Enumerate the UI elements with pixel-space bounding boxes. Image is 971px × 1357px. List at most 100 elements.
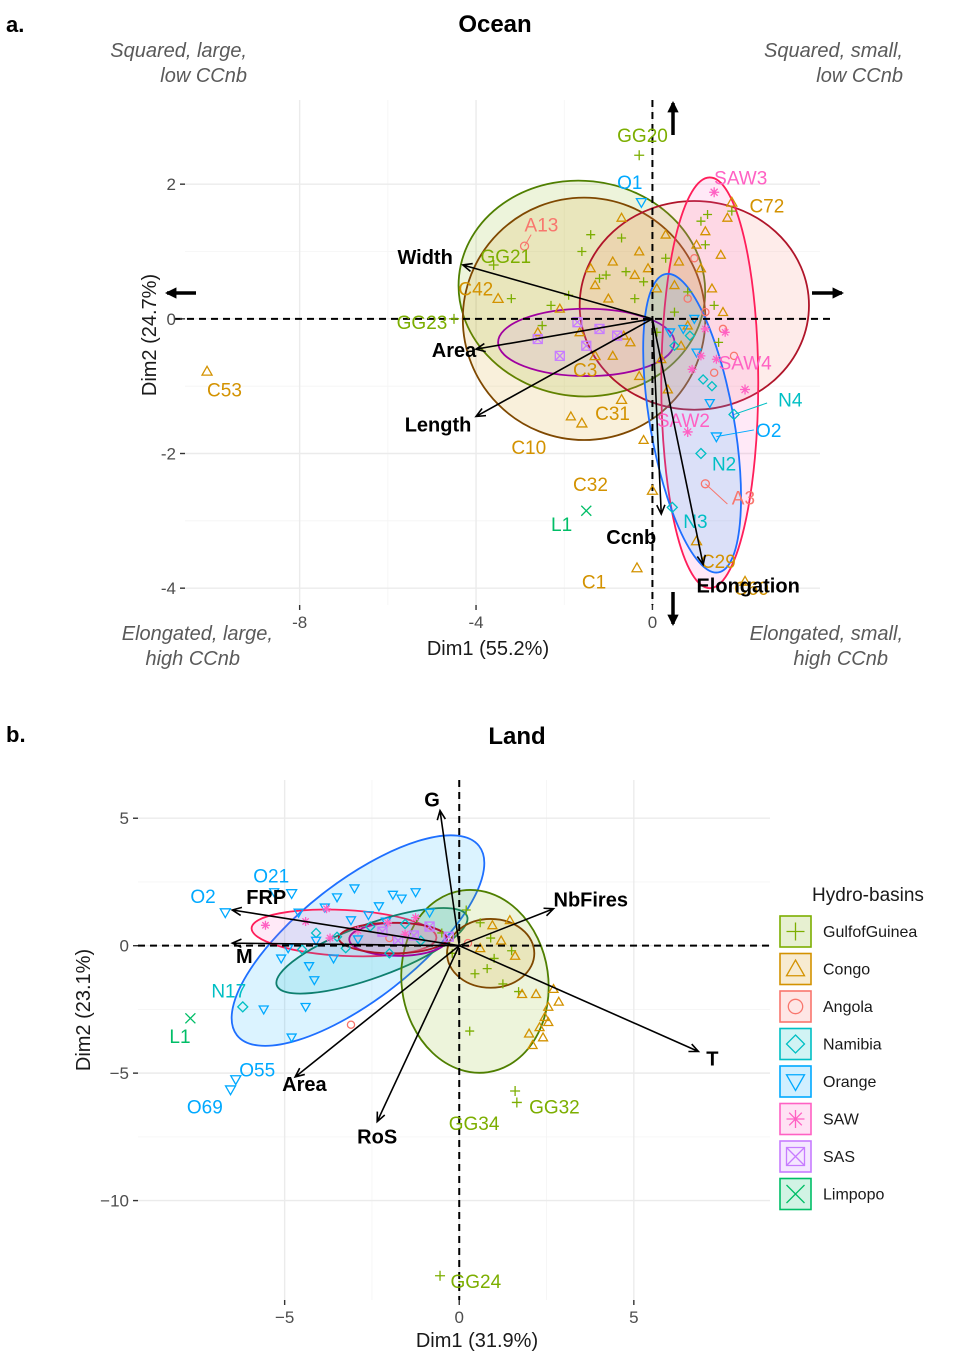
- corner-label-top-right-2: low CCnb: [816, 65, 903, 87]
- ellipse-Congo: [446, 918, 536, 989]
- point-Orange: [704, 398, 716, 409]
- point-Orange: [664, 328, 676, 339]
- x-tick-label: -8: [292, 613, 307, 632]
- label-N2: N2: [712, 455, 736, 476]
- legend-label-Angola: Angola: [823, 999, 873, 1016]
- point-Orange: [362, 911, 375, 921]
- leader-A3: [705, 483, 728, 505]
- point-Congo: [565, 410, 577, 421]
- axis-ticks: -8 -4 0 -4 -2 0 2: [161, 175, 657, 632]
- point-Congo: [660, 228, 672, 239]
- point-C10: [575, 416, 588, 428]
- point-Congo: [717, 306, 729, 317]
- point-labels: O21 O2 N17 L1 O55 O69 GG34 GG32 GG24: [169, 867, 579, 1293]
- point-Angola: [683, 294, 692, 303]
- point-GulfofGuinea: [486, 933, 496, 943]
- point-SAW: [383, 918, 393, 928]
- grid-lines: [185, 100, 820, 605]
- arrow-M: [230, 938, 460, 949]
- corner-label-top-left-1: Squared, large,: [110, 40, 247, 62]
- point-Orange: [268, 888, 280, 898]
- point-SAW: [696, 351, 706, 361]
- point-Namibia: [399, 918, 411, 930]
- point-C1: [630, 561, 644, 573]
- point-Congo: [585, 262, 597, 273]
- point-GulfofGuinea: [465, 1026, 475, 1036]
- label-N4: N4: [778, 391, 803, 412]
- direction-arrow-right-head: [832, 287, 844, 299]
- point-O69: [224, 1085, 237, 1097]
- label-O55: O55: [239, 1060, 275, 1081]
- point-SAW: [720, 327, 730, 337]
- legend-key-Congo: [779, 952, 812, 986]
- point-GulfofGuinea: [700, 240, 710, 250]
- point-N2: [695, 447, 707, 460]
- point-GulfofGuinea: [661, 253, 671, 263]
- point-GulfofGuinea: [709, 300, 719, 310]
- point-GulfofGuinea: [714, 337, 724, 347]
- point-Namibia: [331, 931, 343, 943]
- point-Congo: [637, 434, 650, 445]
- variable-label-Elongation: Elongation: [696, 576, 799, 598]
- point-SAS: [443, 931, 454, 942]
- legend: Hydro-basins GulfofGuinea Congo Angola Namib…: [779, 885, 924, 1211]
- point-GulfofGuinea: [652, 327, 662, 337]
- leader-O2: [716, 429, 754, 438]
- label-C32: C32: [573, 475, 608, 496]
- point-Congo: [533, 1021, 546, 1032]
- point-Congo: [695, 262, 707, 273]
- label-SAW3: SAW3: [714, 168, 767, 189]
- point-GulfofGuinea: [696, 216, 706, 226]
- diamond-icon: [785, 1034, 806, 1054]
- point-Orange: [409, 888, 422, 898]
- point-Angola: [729, 351, 739, 361]
- arrow-Area: [474, 318, 653, 353]
- x-axis-label: Dim1 (31.9%): [416, 1330, 538, 1352]
- variable-arrows: Width Area Length Ccnb Elongation: [397, 247, 799, 598]
- point-Congo: [537, 1031, 549, 1042]
- label-C29: C29: [701, 552, 736, 573]
- point-Congo: [721, 212, 734, 222]
- point-SAW: [411, 913, 421, 923]
- point-Congo: [542, 1016, 554, 1027]
- point-Angola: [346, 1020, 356, 1029]
- point-GulfofGuinea: [470, 969, 480, 979]
- x-tick-label: 0: [648, 613, 657, 632]
- point-A13: [519, 241, 530, 251]
- point-SAS: [594, 323, 605, 335]
- point-Congo: [530, 988, 542, 999]
- point-Orange: [292, 908, 305, 919]
- label-C42: C42: [458, 280, 493, 301]
- point-Congo: [715, 249, 727, 259]
- arrow-RoS: [376, 945, 460, 1124]
- point-Namibia: [296, 944, 308, 955]
- point-Congo: [673, 255, 685, 266]
- point-Orange: [308, 976, 320, 986]
- point-C3: [588, 349, 602, 361]
- point-SAW: [322, 904, 332, 914]
- point-Namibia: [706, 380, 718, 392]
- point-GulfofGuinea: [727, 206, 737, 216]
- point-Namibia: [697, 374, 709, 385]
- legend-key-Orange: [779, 1065, 812, 1098]
- point-SAS: [424, 921, 435, 932]
- y-axis-label: Dim2 (23.1%): [73, 949, 95, 1071]
- point-Congo: [615, 212, 628, 222]
- point-GulfofGuinea: [482, 964, 492, 974]
- point-Orange: [331, 893, 343, 904]
- point-O2: [219, 908, 232, 919]
- label-C3: C3: [573, 360, 597, 381]
- point-SAW: [687, 364, 697, 374]
- point-GulfofGuinea: [475, 918, 485, 928]
- point-O21: [285, 889, 298, 900]
- x-axis-label: Dim1 (55.2%): [427, 638, 549, 660]
- point-Namibia: [684, 330, 696, 342]
- label-C72: C72: [749, 197, 784, 218]
- label-C53: C53: [207, 381, 242, 402]
- label-SAW2: SAW2: [657, 411, 710, 432]
- label-L1: L1: [169, 1027, 190, 1048]
- label-O21: O21: [253, 867, 289, 888]
- chart-title: Land: [488, 723, 545, 750]
- legend-key-Namibia: [779, 1027, 812, 1061]
- variable-label-T: T: [706, 1048, 718, 1070]
